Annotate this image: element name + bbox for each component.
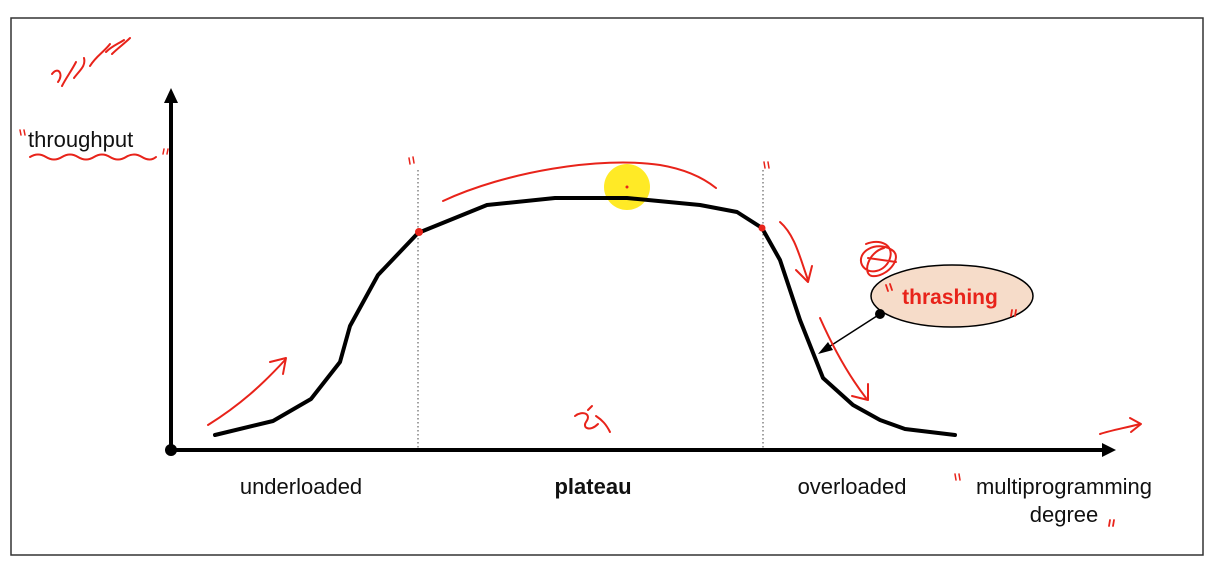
region-label-underloaded: underloaded bbox=[240, 474, 362, 499]
throughput-curve bbox=[213, 196, 957, 437]
x-axis-arrowhead bbox=[1102, 443, 1116, 457]
ink-arrow-descent bbox=[819, 317, 867, 399]
ink-arrow-descent-head bbox=[851, 383, 869, 401]
x-axis-label-line1: multiprogramming bbox=[976, 474, 1152, 499]
ink-arrow-rising bbox=[207, 359, 286, 426]
callout-bubble bbox=[870, 264, 1034, 328]
y-axis-label: throughput bbox=[28, 127, 133, 152]
region-label-plateau: plateau bbox=[554, 474, 631, 499]
callout-label: thrashing bbox=[902, 286, 998, 309]
slide-frame bbox=[10, 17, 1204, 556]
ink-glyph-center bbox=[574, 405, 611, 433]
ink-arc-plateau bbox=[442, 161, 717, 202]
ink-arrow-drop-head bbox=[795, 265, 813, 283]
ink-quote-open-mpd bbox=[954, 473, 961, 481]
callout-leader-arrowhead bbox=[818, 342, 833, 354]
highlight-center-dot bbox=[625, 185, 629, 189]
ink-quote-open-thrashing bbox=[885, 283, 893, 292]
ink-annotations bbox=[19, 37, 1142, 527]
ink-underline-throughput bbox=[29, 153, 157, 161]
x-axis-label-line2: degree bbox=[1030, 502, 1099, 527]
ink-handwriting-sys-prd bbox=[51, 37, 131, 87]
ink-tick-left bbox=[408, 156, 415, 165]
ink-quote-close-thrashing bbox=[1010, 309, 1017, 317]
marker-dot-left bbox=[415, 228, 423, 236]
y-axis-arrowhead bbox=[164, 88, 178, 103]
ink-quote-close-mpd bbox=[1108, 519, 1115, 527]
ink-arrow-x-head bbox=[1129, 417, 1142, 433]
ink-quote-open-throughput bbox=[19, 129, 26, 136]
origin-dot bbox=[165, 444, 177, 456]
ink-arrow-rising-head bbox=[269, 357, 287, 375]
ink-tick-right bbox=[763, 161, 770, 169]
region-label-overloaded: overloaded bbox=[798, 474, 907, 499]
ink-arrow-x bbox=[1099, 423, 1141, 435]
callout-anchor-dot bbox=[875, 309, 885, 319]
ink-scribble bbox=[859, 240, 897, 278]
ink-arrow-drop bbox=[779, 221, 809, 281]
marker-dot-right bbox=[758, 224, 766, 232]
ink-quote-close-throughput bbox=[162, 148, 169, 155]
